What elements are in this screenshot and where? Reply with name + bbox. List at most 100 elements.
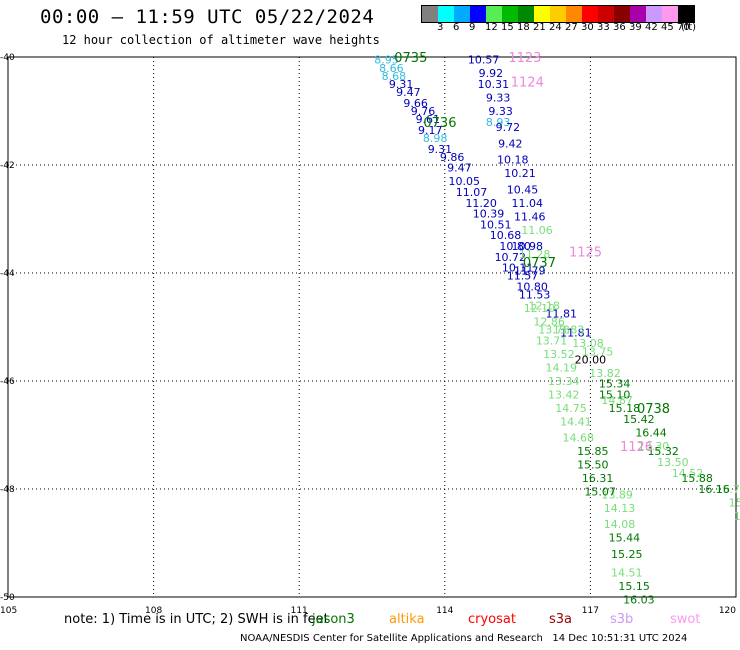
wave-height-value: 10.80 [516,281,548,294]
wave-height-value: 16.03 [623,594,655,607]
wave-height-value: 9.61 [416,113,441,126]
wave-height-value: 14.51 [611,567,643,580]
axis-ticks: 105 108 111 114 117 120 -40 -42 -44 -46 -48 -50 [0,53,736,616]
wave-height-value: 15.50 [577,459,609,472]
wave-height-value: 10.57 [468,54,500,67]
y-tick-label: -48 [0,485,15,495]
wave-height-value: 9.31 [389,78,414,91]
y-tick-label: -46 [0,377,15,387]
wave-height-value: 15.34 [599,378,631,391]
wave-height-value: 10.18 [497,154,529,167]
wave-height-value: 11.04 [512,197,544,210]
x-tick-label: 111 [291,606,308,616]
plot-frame [7,56,737,598]
wave-height-value: 10.45 [507,183,539,196]
legend-item-cryosat: cryosat [468,612,516,627]
wave-height-value: 9.47 [447,162,472,175]
wave-height-value: 15.44 [609,532,641,545]
wave-height-value: 10.39 [473,208,505,221]
wave-height-value: 15.07 [584,486,616,499]
color-swatch [646,6,662,22]
wave-height-value: 11.57 [507,270,539,283]
x-tick-label: 114 [436,606,453,616]
color-scale-label: 39 [629,22,642,33]
wave-height-value: 9.31 [428,143,453,156]
color-scale-label: 18 [517,22,530,33]
color-swatch [614,6,630,22]
wave-height-value: 10.11 [502,262,534,275]
color-scale-label: 24 [549,22,562,33]
wave-height-value: 15.10 [599,389,631,402]
chart-grid [8,57,736,597]
footer-note: note: 1) Time is in UTC; 2) SWH is in fe… [64,612,329,627]
wave-height-value: 13.75 [582,345,614,358]
color-scale-label: 45 [661,22,674,33]
wave-height-value: 15.5 [729,497,740,510]
pass-time-label: 1125 [569,245,602,260]
wave-height-value: 15.42 [623,413,655,426]
color-scale-label: 15 [501,22,514,33]
color-swatch [678,6,694,22]
color-scale-label: 3 [437,22,444,33]
wave-height-value: 16.16 [698,483,730,496]
wave-height-value: 9.33 [486,92,511,105]
color-scale-label: 70 [677,22,690,33]
wave-height-value: 11.06 [521,224,553,237]
wave-height-value: 9.76 [411,105,436,118]
wave-height-value: 16.31 [582,472,614,485]
wave-height-value: 13.34 [548,375,580,388]
wave-height-value: 9.42 [498,137,523,150]
color-scale-bar [421,5,695,23]
color-scale-label: 9 [469,22,476,33]
x-tick-label: 120 [719,606,736,616]
wave-height-value: 13.89 [601,488,633,501]
color-scale-label: 12 [485,22,498,33]
x-tick-label: 117 [582,606,599,616]
color-swatch [454,6,470,22]
color-scale-label: 21 [533,22,546,33]
color-swatch [422,6,438,22]
wave-height-value: 13.50 [657,456,689,469]
wave-height-value: 13.52 [543,348,575,361]
color-swatch [486,6,502,22]
color-swatch [470,6,486,22]
wave-height-value: 13.08 [572,337,604,350]
wave-height-value: 8.98 [423,132,448,145]
wave-height-value: 14.41 [560,416,592,429]
pass-time-label: 0738 [637,402,670,417]
wave-height-value: 10.80 [499,240,531,253]
color-swatch [582,6,598,22]
color-scale-label: 6 [453,22,460,33]
wave-height-value: 13.42 [548,389,580,402]
wave-height-value: 14.52 [672,467,704,480]
page-subtitle: 12 hour collection of altimeter wave hei… [62,33,380,47]
data-labels: 8.958.668.688.988.939.319.479.669.769.61… [374,51,740,607]
legend-item-swot: swot [670,612,701,627]
wave-height-value: 9.47 [396,86,421,99]
wave-height-value: 15.15 [618,580,650,593]
wave-height-value: 10.31 [478,78,510,91]
color-scale-label: 36 [613,22,626,33]
wave-height-value: 12.18 [529,299,561,312]
color-swatch [550,6,566,22]
wave-height-value: 9.66 [403,97,428,110]
wave-height-value: 11.53 [519,289,551,302]
pass-time-label: 0735 [394,51,427,66]
color-scale-label: 33 [597,22,610,33]
wave-height-value: 8.93 [486,116,511,129]
color-scale-labels: 3 6 9 12 15 18 21 24 27 30 33 36 39 42 45 70 (ft) [421,22,740,36]
color-swatch [662,6,678,22]
wave-height-value: 11.79 [514,264,546,277]
color-scale-label: 42 [645,22,658,33]
wave-height-value: 9.33 [488,105,513,118]
y-tick-label: -44 [0,269,15,279]
color-swatch [534,6,550,22]
wave-height-value: 16.44 [635,426,667,439]
color-swatch [518,6,534,22]
wave-height-value: 15.85 [577,445,609,458]
wave-height-value: 14.75 [555,402,587,415]
wave-height-value: 11.46 [514,210,546,223]
wave-height-value: 9.92 [479,67,504,80]
wave-height-value: 9.86 [440,151,465,164]
